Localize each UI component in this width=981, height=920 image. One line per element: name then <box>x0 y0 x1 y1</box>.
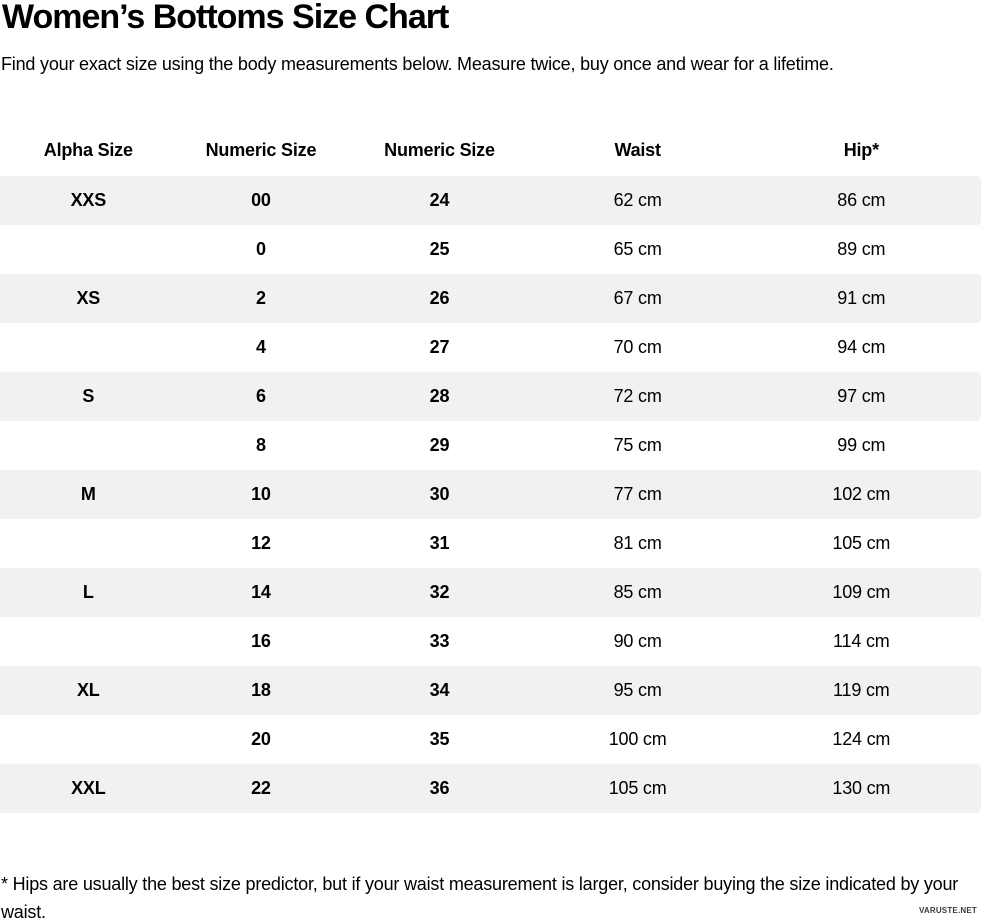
cell-hip: 114 cm <box>833 631 890 651</box>
size-table-body: XXS 00 24 62 cm 86 cm 0 25 65 cm 89 cm XS 2 26 67 cm… <box>0 176 981 813</box>
cell-hip: 86 cm <box>741 176 981 225</box>
cell-numeric-size: 14 <box>176 568 346 617</box>
watermark: VARUSTE.NET <box>918 906 977 915</box>
cell-numeric-size-2: 28 <box>345 372 534 421</box>
header-row: Alpha Size Numeric Size Numeric Size Waist H… <box>0 125 981 176</box>
cell-hip: 91 cm <box>741 274 981 323</box>
cell-hip: 99 cm <box>837 435 886 455</box>
table-row: M 10 30 77 cm 102 cm <box>0 470 981 519</box>
cell-alpha-size: XS <box>0 274 177 323</box>
cell-numeric-size-2: 27 <box>429 337 450 357</box>
cell-waist: 90 cm <box>613 631 662 651</box>
cell-alpha-size <box>0 421 177 470</box>
cell-numeric-size: 18 <box>176 666 346 715</box>
cell-waist: 85 cm <box>533 568 742 617</box>
cell-numeric-size: 4 <box>256 337 266 357</box>
cell-numeric-size-2: 34 <box>345 666 534 715</box>
cell-alpha-size <box>0 225 177 274</box>
cell-numeric-size: 22 <box>176 764 346 813</box>
cell-numeric-size: 2 <box>176 274 346 323</box>
cell-waist: 70 cm <box>613 337 662 357</box>
cell-hip: 102 cm <box>741 470 981 519</box>
cell-alpha-size <box>0 715 177 764</box>
cell-waist: 95 cm <box>533 666 742 715</box>
column-header-numeric-size-2: Numeric Size <box>384 140 495 160</box>
cell-hip: 97 cm <box>741 372 981 421</box>
cell-waist: 65 cm <box>613 239 662 259</box>
table-row: S 6 28 72 cm 97 cm <box>0 372 981 421</box>
table-row: XS 2 26 67 cm 91 cm <box>0 274 981 323</box>
cell-numeric-size-2: 26 <box>345 274 534 323</box>
cell-alpha-size: L <box>0 568 177 617</box>
column-header-alpha-size: Alpha Size <box>43 140 133 160</box>
cell-hip: 109 cm <box>741 568 981 617</box>
table-row: 0 25 65 cm 89 cm <box>0 225 981 274</box>
table-row: XL 18 34 95 cm 119 cm <box>0 666 981 715</box>
cell-waist: 72 cm <box>533 372 742 421</box>
cell-hip: 94 cm <box>837 337 886 357</box>
table-row: 16 33 90 cm 114 cm <box>0 617 981 666</box>
column-header-hip: Hip* <box>843 140 879 160</box>
cell-alpha-size: XXL <box>0 764 177 813</box>
cell-hip: 124 cm <box>832 729 891 749</box>
page-subtitle: Find your exact size using the body meas… <box>1 54 834 74</box>
cell-numeric-size: 20 <box>251 729 271 749</box>
cell-numeric-size: 00 <box>176 176 346 225</box>
cell-alpha-size: S <box>0 372 177 421</box>
table-row: 20 35 100 cm 124 cm <box>0 715 981 764</box>
size-chart-table: Alpha Size Numeric Size Numeric Size Waist H… <box>0 125 981 813</box>
cell-hip: 89 cm <box>837 239 886 259</box>
cell-alpha-size <box>0 617 177 666</box>
table-row: 8 29 75 cm 99 cm <box>0 421 981 470</box>
cell-hip: 105 cm <box>832 533 891 553</box>
cell-waist: 62 cm <box>533 176 742 225</box>
table-row: XXS 00 24 62 cm 86 cm <box>0 176 981 225</box>
cell-waist: 81 cm <box>613 533 662 553</box>
cell-numeric-size-2: 36 <box>345 764 534 813</box>
cell-numeric-size: 8 <box>256 435 266 455</box>
cell-numeric-size-2: 35 <box>429 729 450 749</box>
cell-numeric-size-2: 24 <box>345 176 534 225</box>
column-header-numeric-size: Numeric Size <box>205 140 317 160</box>
column-header-waist: Waist <box>614 140 661 160</box>
cell-numeric-size: 10 <box>176 470 346 519</box>
cell-alpha-size: XXS <box>0 176 177 225</box>
cell-waist: 77 cm <box>533 470 742 519</box>
cell-hip: 130 cm <box>741 764 981 813</box>
cell-numeric-size: 16 <box>251 631 271 651</box>
cell-numeric-size: 0 <box>256 239 266 259</box>
cell-waist: 75 cm <box>613 435 662 455</box>
table-row: 12 31 81 cm 105 cm <box>0 519 981 568</box>
cell-numeric-size-2: 33 <box>429 631 450 651</box>
table-row: L 14 32 85 cm 109 cm <box>0 568 981 617</box>
cell-numeric-size-2: 25 <box>429 239 450 259</box>
cell-alpha-size: M <box>0 470 177 519</box>
hips-footnote: * Hips are usually the best size predict… <box>1 874 959 920</box>
cell-numeric-size-2: 30 <box>345 470 534 519</box>
cell-hip: 119 cm <box>741 666 981 715</box>
table-row: XXL 22 36 105 cm 130 cm <box>0 764 981 813</box>
page-title: Women’s Bottoms Size Chart <box>2 0 449 36</box>
cell-waist: 100 cm <box>608 729 667 749</box>
cell-alpha-size <box>0 323 177 372</box>
cell-numeric-size-2: 31 <box>429 533 450 553</box>
cell-alpha-size <box>0 519 177 568</box>
size-table-header: Alpha Size Numeric Size Numeric Size Waist H… <box>0 125 981 176</box>
cell-numeric-size-2: 29 <box>429 435 450 455</box>
cell-waist: 67 cm <box>533 274 742 323</box>
cell-alpha-size: XL <box>0 666 177 715</box>
cell-numeric-size-2: 32 <box>345 568 534 617</box>
cell-waist: 105 cm <box>533 764 742 813</box>
table-row: 4 27 70 cm 94 cm <box>0 323 981 372</box>
cell-numeric-size: 12 <box>251 533 271 553</box>
cell-numeric-size: 6 <box>176 372 346 421</box>
